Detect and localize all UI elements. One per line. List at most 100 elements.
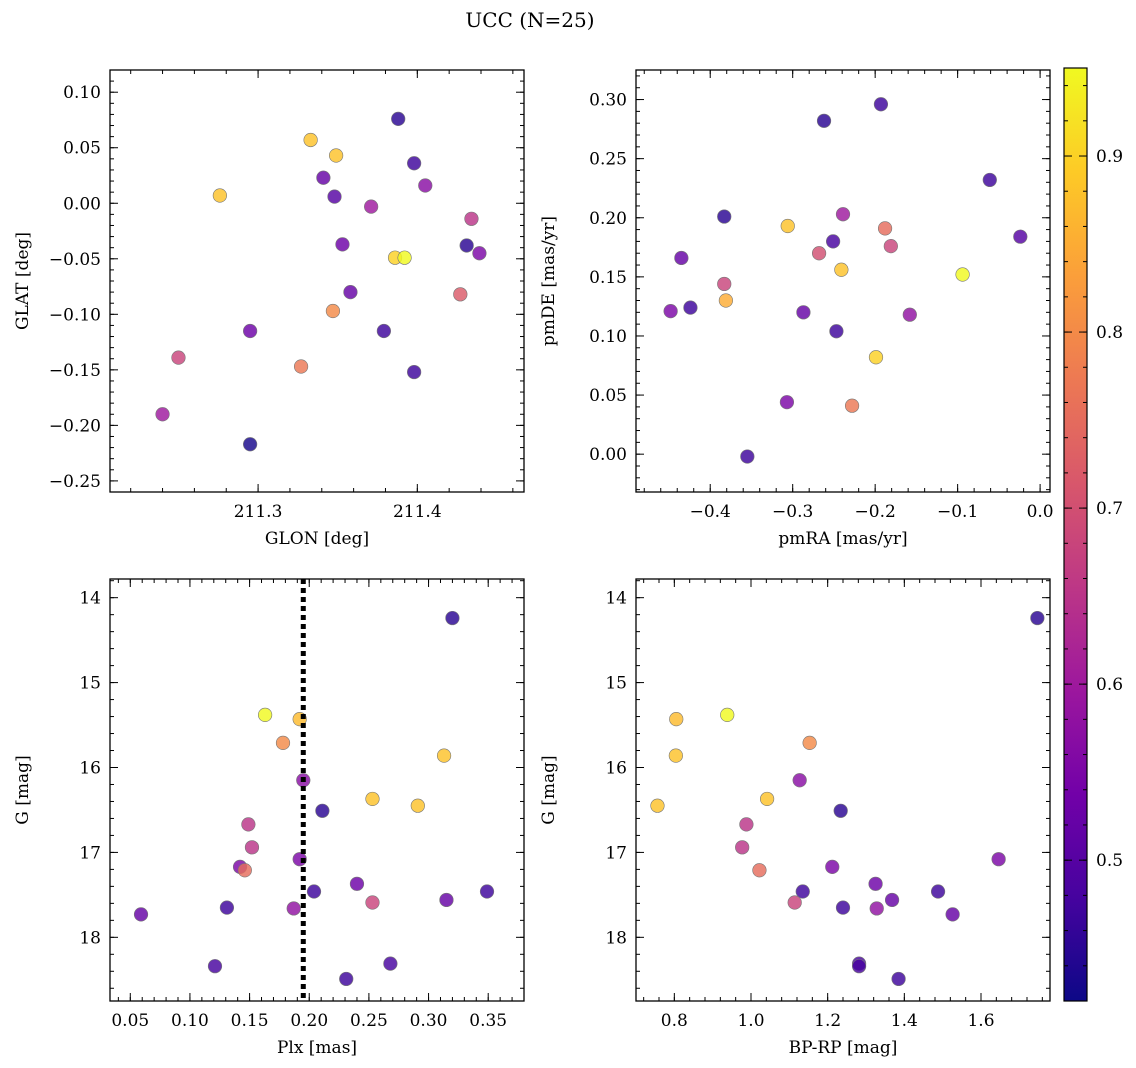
y-axis-label: G [mag]: [13, 755, 33, 824]
x-axis-label: BP-RP [mag]: [789, 1038, 898, 1058]
x-tick-label: 1.2: [814, 1011, 841, 1031]
data-point: [844, 398, 860, 413]
panels: 211.3 211.4 −0.25 −0.20 −0.15 −0.10 −0.05 0.00 0…: [13, 69, 1054, 1058]
data-point: [293, 359, 309, 374]
y-tick-label: 0.10: [589, 327, 627, 347]
data-point: [219, 900, 235, 915]
data-point: [327, 189, 342, 204]
data-point: [391, 111, 406, 126]
data-point: [258, 707, 273, 722]
data-point: [275, 735, 291, 750]
y-tick-label: 17: [79, 843, 101, 863]
panel-plx-g: 0.05 0.10 0.15 0.20 0.25 0.30 0.35 14 15 16 17 18 Pl…: [13, 578, 525, 1058]
data-point: [464, 211, 479, 226]
data-point: [439, 892, 454, 908]
data-point: [1013, 229, 1028, 244]
y-tick-label: −0.10: [49, 305, 101, 325]
data-point: [445, 610, 460, 626]
data-point: [811, 246, 827, 261]
colorbar-tick-label: 0.8: [1096, 323, 1123, 343]
data-point: [717, 209, 732, 224]
data-point: [752, 863, 767, 878]
data-point: [991, 852, 1006, 867]
data-point: [133, 907, 149, 922]
y-tick-label: 0.10: [63, 83, 101, 103]
x-tick-label: 0.30: [410, 1011, 448, 1031]
data-point: [669, 712, 684, 727]
data-point: [459, 238, 474, 253]
data-point: [835, 207, 851, 222]
panel-pmra-pmde: −0.4 −0.3 −0.2 −0.1 0.0 0.00 0.05 0.10 0.15 0.20 0…: [539, 69, 1054, 549]
data-point: [315, 803, 330, 818]
x-axis-label: GLON [deg]: [265, 529, 369, 549]
x-tick-label: 0.0: [1027, 502, 1054, 522]
data-point: [829, 324, 844, 339]
data-points: [155, 111, 487, 452]
data-point: [479, 884, 495, 899]
colorbar: 0.5 0.6 0.7 0.8 0.9: [1063, 67, 1123, 1002]
y-tick-label: 16: [605, 758, 627, 778]
y-tick-label: 0.15: [589, 268, 627, 288]
data-point: [833, 803, 848, 818]
panel-glon-glat: 211.3 211.4 −0.25 −0.20 −0.15 −0.10 −0.05 0.00 0…: [13, 69, 525, 549]
data-point: [720, 707, 735, 722]
x-tick-label: −0.2: [855, 502, 896, 522]
y-tick-label: 0.20: [589, 209, 627, 229]
data-point: [244, 840, 260, 855]
data-point: [735, 840, 750, 855]
data-point: [383, 956, 398, 971]
data-points: [663, 97, 1028, 464]
data-point: [207, 959, 223, 974]
data-point: [884, 892, 900, 908]
data-point: [212, 188, 227, 203]
data-point: [243, 437, 258, 452]
data-point: [306, 884, 322, 899]
data-point: [286, 901, 301, 916]
data-point: [365, 895, 380, 910]
data-point: [683, 300, 698, 315]
data-point: [717, 276, 732, 292]
data-point: [826, 234, 841, 249]
data-points: [133, 610, 495, 987]
x-tick-label: 1.6: [967, 1011, 994, 1031]
ticks: [636, 579, 1050, 1001]
data-point: [877, 221, 893, 236]
colorbar-tick-label: 0.7: [1096, 499, 1123, 519]
data-point: [835, 900, 851, 915]
data-point: [759, 791, 775, 807]
x-tick-label: −0.3: [772, 502, 813, 522]
colorbar-gradient: [1063, 67, 1088, 1002]
data-point: [364, 199, 379, 214]
x-tick-label: −0.4: [690, 502, 731, 522]
colorbar-tick-label: 0.5: [1096, 851, 1123, 871]
data-point: [329, 148, 344, 163]
data-point: [243, 323, 258, 339]
data-point: [873, 97, 889, 112]
data-point: [453, 287, 468, 302]
x-tick-label: 0.20: [290, 1011, 328, 1031]
data-point: [418, 178, 433, 193]
y-tick-label: 15: [605, 674, 627, 694]
data-point: [868, 876, 883, 891]
y-tick-label: 0.25: [589, 150, 627, 170]
data-point: [237, 863, 252, 878]
data-point: [376, 323, 391, 339]
x-tick-label: 0.25: [350, 1011, 388, 1031]
colorbar-tick-label: 0.6: [1096, 675, 1123, 695]
y-axis-label: G [mag]: [539, 755, 559, 824]
y-tick-label: 17: [605, 843, 627, 863]
y-tick-label: 0.00: [589, 445, 627, 465]
x-tick-label: 0.05: [111, 1011, 149, 1031]
ticks: [110, 69, 524, 493]
data-point: [349, 876, 365, 891]
y-tick-label: 14: [605, 589, 627, 609]
data-point: [1030, 610, 1045, 626]
data-point: [472, 246, 487, 261]
data-point: [902, 307, 917, 322]
y-tick-label: −0.15: [49, 361, 101, 381]
y-tick-label: 16: [79, 758, 101, 778]
x-tick-label: 0.10: [171, 1011, 209, 1031]
x-tick-label: 211.3: [234, 502, 283, 522]
data-point: [795, 884, 810, 899]
